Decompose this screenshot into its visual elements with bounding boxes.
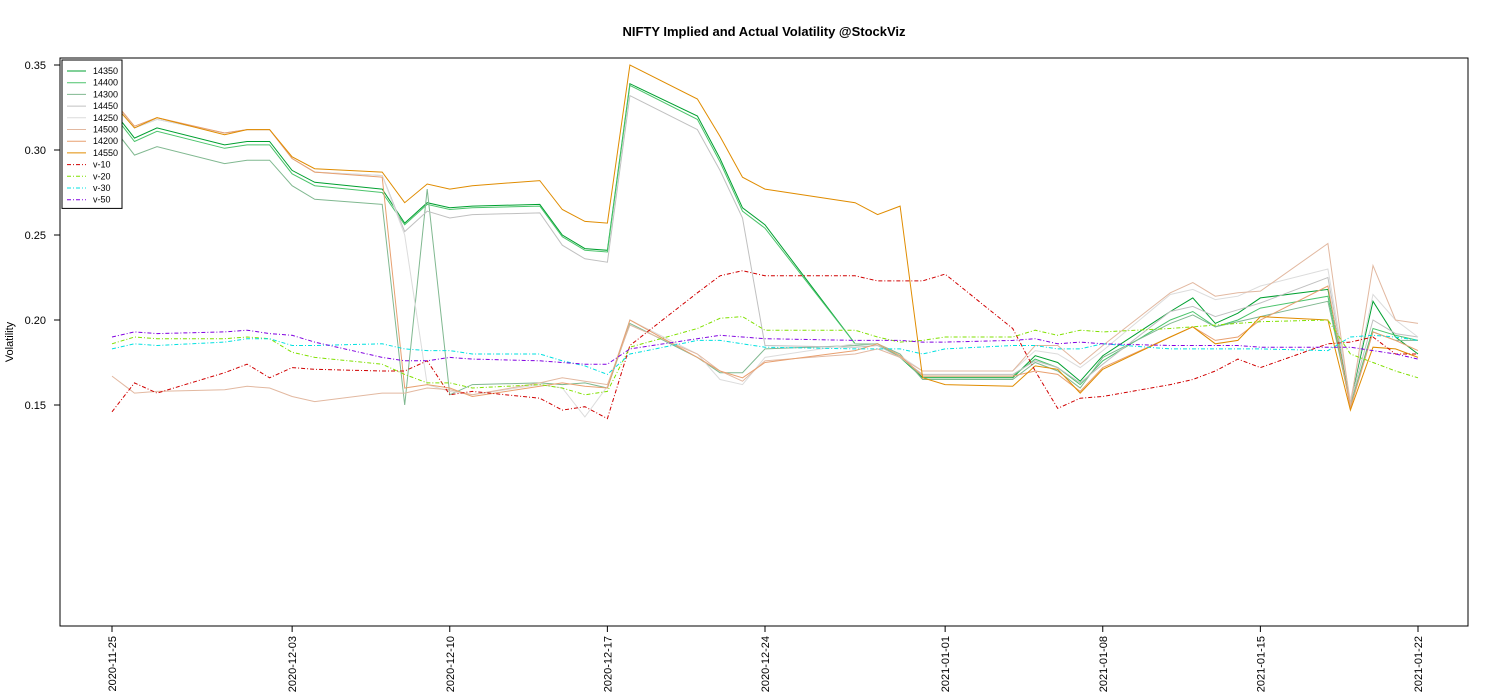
x-tick-label: 2021-01-08 [1098, 636, 1110, 692]
y-tick-label: 0.35 [25, 60, 46, 72]
y-tick-label: 0.30 [25, 145, 46, 157]
y-axis-title: Volatility [4, 321, 16, 362]
x-tick-label: 2021-01-01 [940, 636, 952, 692]
series-line-14200 [111, 98, 1419, 409]
legend-label: v-10 [93, 160, 111, 170]
plot-frame [59, 57, 1469, 627]
series-line-v-10 [111, 270, 1418, 420]
legend-label: 14350 [93, 66, 118, 76]
y-tick-label: 0.20 [25, 315, 46, 327]
legend-label: v-30 [93, 183, 111, 193]
legend-label: 14200 [93, 136, 118, 146]
x-tick-label: 2021-01-15 [1255, 636, 1267, 692]
legend-label: v-50 [93, 195, 111, 205]
series-line-14300 [111, 125, 1418, 407]
legend-label: 14250 [93, 113, 118, 123]
chart-title: NIFTY Implied and Actual Volatility @Sto… [622, 24, 906, 39]
x-tick-label: 2020-12-10 [445, 636, 457, 692]
x-axis: 2020-11-25 2020-12-03 2020-12-10 2020-12-17… [107, 626, 1425, 692]
y-tick-label: 0.15 [25, 400, 46, 412]
legend-label: 14500 [93, 125, 118, 135]
x-tick-label: 2020-12-24 [760, 636, 772, 692]
x-tick-label: 2020-12-03 [287, 636, 299, 692]
x-tick-label: 2021-01-22 [1413, 636, 1425, 692]
y-axis: 0.150.200.250.300.350.400.45 [25, 60, 60, 412]
series-layer [111, 64, 1419, 420]
legend-label: 14400 [93, 78, 118, 88]
legend-label: 14300 [93, 89, 118, 99]
series-line-v-30 [111, 334, 1419, 375]
x-tick-label: 2020-11-25 [107, 636, 119, 691]
series-line-v-20 [111, 316, 1419, 396]
x-tick-label: 2020-12-17 [602, 636, 614, 692]
legend-box [61, 59, 123, 209]
series-line-v-50 [111, 329, 1419, 365]
series-line-14550 [111, 64, 1419, 412]
legend-label: 14450 [93, 101, 118, 111]
series-line-14350 [111, 82, 1419, 402]
y-tick-label: 0.25 [25, 230, 46, 242]
legend-label: v-20 [93, 171, 111, 181]
legend-label: 14550 [93, 148, 118, 158]
series-line-14500 [111, 242, 1419, 406]
